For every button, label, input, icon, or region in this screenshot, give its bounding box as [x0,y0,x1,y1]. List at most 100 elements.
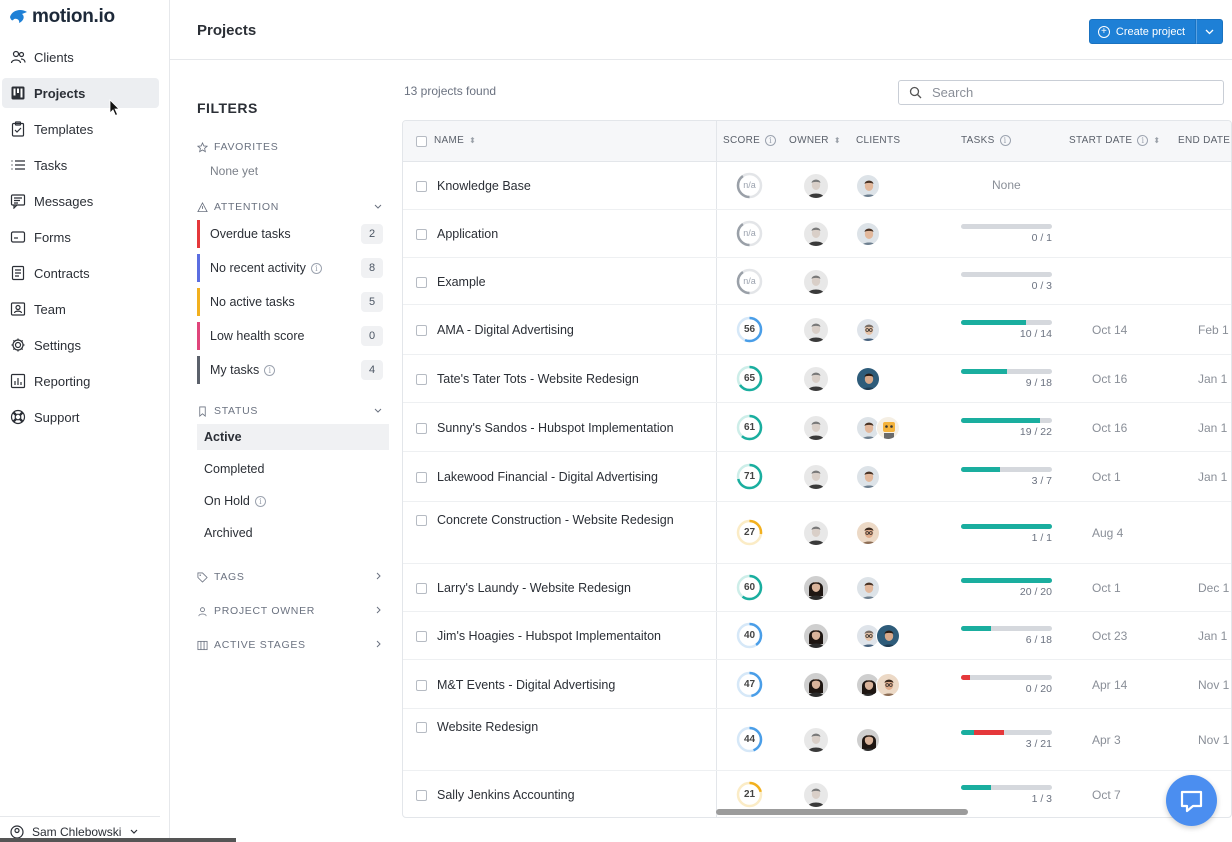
owner-avatar[interactable] [804,576,828,600]
sidebar-item-tasks[interactable]: Tasks [2,150,159,180]
owner-avatar[interactable] [804,174,828,198]
project-name[interactable]: Tate's Tater Tots - Website Redesign [437,372,639,386]
project-name[interactable]: Knowledge Base [437,179,531,193]
row-checkbox[interactable] [416,790,427,801]
column-end-date[interactable]: END DATE [1178,135,1230,146]
table-row[interactable]: Application n/a 0 / 1 [403,210,1231,258]
attention-filter-item[interactable]: No active tasks 5 [197,288,389,316]
create-project-dropdown[interactable] [1196,19,1223,44]
project-name[interactable]: Larry's Laundy - Website Redesign [437,581,631,595]
chat-launcher[interactable] [1166,775,1217,826]
table-scrollbar[interactable] [716,809,968,815]
row-checkbox[interactable] [416,325,427,336]
client-avatar[interactable] [856,673,880,697]
row-checkbox[interactable] [416,631,427,642]
client-avatar[interactable] [856,465,880,489]
owner-avatar[interactable] [804,673,828,697]
project-name[interactable]: Sunny's Sandos - Hubspot Implementation [437,421,674,435]
row-checkbox[interactable] [416,583,427,594]
client-avatar[interactable] [856,521,880,545]
table-row[interactable]: Lakewood Financial - Digital Advertising… [403,452,1231,502]
project-name[interactable]: Sally Jenkins Accounting [437,788,575,802]
client-avatar[interactable] [876,416,900,440]
table-row[interactable]: Knowledge Base n/a None [403,162,1231,210]
create-project-button[interactable]: + Create project [1088,19,1196,44]
row-checkbox[interactable] [416,423,427,434]
sidebar-item-support[interactable]: Support [2,402,159,432]
project-name[interactable]: Example [437,275,486,289]
row-checkbox[interactable] [416,680,427,691]
table-row[interactable]: AMA - Digital Advertising 56 10 / 14 Oct 14… [403,305,1231,355]
owner-avatar[interactable] [804,367,828,391]
column-owner[interactable]: OWNER ⬍ [789,135,841,146]
logo[interactable]: motion.io [8,6,115,28]
column-name[interactable]: NAME ⬍ [434,135,476,146]
sidebar-item-settings[interactable]: Settings [2,330,159,360]
sidebar-item-projects[interactable]: Projects [2,78,159,108]
attention-section[interactable]: ATTENTION [197,200,389,214]
status-section[interactable]: STATUS [197,404,389,418]
client-avatar[interactable] [856,318,880,342]
owner-avatar[interactable] [804,318,828,342]
table-row[interactable]: Concrete Construction - Website Redesign… [403,502,1231,564]
client-avatar[interactable] [856,367,880,391]
row-checkbox[interactable] [416,181,427,192]
project-name[interactable]: Concrete Construction - Website Redesign [437,513,674,527]
horizontal-scrollbar[interactable] [0,838,236,842]
project-name[interactable]: Application [437,227,499,241]
sidebar-item-templates[interactable]: Templates [2,114,159,144]
row-checkbox[interactable] [416,229,427,240]
table-row[interactable]: Tate's Tater Tots - Website Redesign 65 9 … [403,355,1231,403]
status-filter-item[interactable]: Completed [197,456,389,482]
project-name[interactable]: Lakewood Financial - Digital Advertising [437,470,658,484]
client-avatar[interactable] [856,416,880,440]
table-row[interactable]: Website Redesign 44 3 / 21 Apr 3 Nov 1 [403,709,1231,771]
sidebar-item-clients[interactable]: Clients [2,42,159,72]
attention-filter-item[interactable]: Overdue tasks 2 [197,220,389,248]
row-checkbox[interactable] [416,515,427,526]
project-owner-section[interactable]: PROJECT OWNER [197,604,389,618]
client-avatar[interactable] [856,624,880,648]
owner-avatar[interactable] [804,465,828,489]
row-checkbox[interactable] [416,472,427,483]
status-filter-item[interactable]: Archived [197,520,389,546]
search-input[interactable]: Search [898,80,1224,105]
client-avatar[interactable] [856,222,880,246]
project-name[interactable]: Website Redesign [437,720,539,734]
client-avatar[interactable] [876,673,900,697]
status-filter-item[interactable]: On Hold i [197,488,389,514]
project-name[interactable]: Jim's Hoagies - Hubspot Implementaiton [437,629,662,643]
owner-avatar[interactable] [804,624,828,648]
client-avatar[interactable] [856,174,880,198]
attention-filter-item[interactable]: My tasks i 4 [197,356,389,384]
attention-filter-item[interactable]: Low health score 0 [197,322,389,350]
row-checkbox[interactable] [416,722,427,733]
sidebar-item-messages[interactable]: Messages [2,186,159,216]
client-avatar[interactable] [856,728,880,752]
owner-avatar[interactable] [804,270,828,294]
owner-avatar[interactable] [804,222,828,246]
row-checkbox[interactable] [416,277,427,288]
tags-section[interactable]: TAGS [197,570,389,584]
active-stages-section[interactable]: ACTIVE STAGES [197,638,389,652]
column-score[interactable]: SCORE i [723,135,777,146]
status-filter-item[interactable]: Active [197,424,389,450]
sidebar-item-team[interactable]: Team [2,294,159,324]
project-name[interactable]: AMA - Digital Advertising [437,323,574,337]
attention-filter-item[interactable]: No recent activity i 8 [197,254,389,282]
row-checkbox[interactable] [416,374,427,385]
owner-avatar[interactable] [804,521,828,545]
table-row[interactable]: Larry's Laundy - Website Redesign 60 20 / … [403,564,1231,612]
sidebar-item-forms[interactable]: Forms [2,222,159,252]
table-row[interactable]: Sunny's Sandos - Hubspot Implementation 6… [403,403,1231,452]
favorites-section[interactable]: FAVORITES [197,140,389,154]
select-all-checkbox[interactable] [416,136,427,147]
table-row[interactable]: Sally Jenkins Accounting 21 1 / 3 Oct 7 [403,771,1231,817]
table-row[interactable]: Example n/a 0 / 3 [403,258,1231,305]
table-row[interactable]: M&T Events - Digital Advertising 47 0 / 20… [403,660,1231,709]
owner-avatar[interactable] [804,728,828,752]
owner-avatar[interactable] [804,783,828,807]
column-start-date[interactable]: START DATE i ⬍ [1069,135,1160,146]
client-avatar[interactable] [876,624,900,648]
project-name[interactable]: M&T Events - Digital Advertising [437,678,616,692]
